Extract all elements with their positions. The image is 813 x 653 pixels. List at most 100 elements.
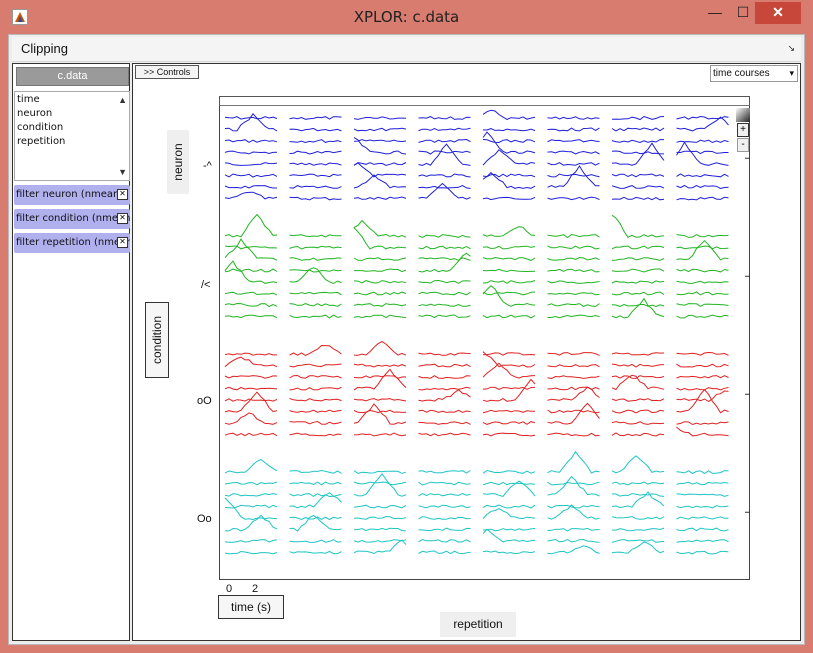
time-course-line <box>353 368 407 391</box>
time-course-line <box>289 173 342 178</box>
time-course-line <box>353 303 407 307</box>
filter-condition[interactable]: filter condition (nmean) ✕ <box>14 209 130 229</box>
remove-filter-icon[interactable]: ✕ <box>117 213 128 224</box>
maximize-icon[interactable]: ☐ <box>736 4 750 20</box>
time-course-line <box>482 409 536 414</box>
time-course-line <box>611 375 665 379</box>
time-course-line <box>418 127 471 132</box>
time-course-line <box>547 280 600 284</box>
zoom-slider-handle[interactable] <box>736 108 750 122</box>
time-course-line <box>676 389 729 414</box>
list-item-neuron[interactable]: neuron <box>17 108 53 119</box>
time-course-line <box>676 184 729 190</box>
scroll-up-icon[interactable]: ▲ <box>118 95 127 105</box>
time-course-line <box>676 141 729 166</box>
menu-clipping[interactable]: Clipping <box>21 41 68 56</box>
time-course-line <box>418 143 471 166</box>
time-course-line <box>289 409 342 413</box>
time-course-line <box>482 421 536 425</box>
close-icon[interactable]: ✕ <box>755 2 801 24</box>
list-item-time[interactable]: time <box>17 94 40 105</box>
time-courses-plot[interactable] <box>219 96 750 580</box>
list-item-repetition[interactable]: repetition <box>17 136 66 147</box>
chevron-down-icon: ▾ <box>789 68 794 78</box>
time-course-line <box>676 493 729 497</box>
neuron-axis-label[interactable]: neuron <box>167 130 189 194</box>
time-course-line <box>482 149 536 166</box>
time-course-line <box>676 516 729 520</box>
time-course-line <box>482 268 536 273</box>
time-course-line <box>289 196 342 201</box>
time-course-line <box>418 352 471 356</box>
time-course-line <box>224 291 278 296</box>
time-course-line <box>418 493 471 497</box>
condition-axis-label[interactable]: condition <box>145 302 169 378</box>
time-course-line <box>676 268 729 273</box>
time-course-line <box>547 527 600 532</box>
time-course-line <box>224 245 278 250</box>
time-course-line <box>676 470 729 475</box>
time-course-line <box>611 257 665 261</box>
time-course-line <box>418 516 471 520</box>
time-course-line <box>611 541 665 554</box>
time-course-line <box>224 481 278 486</box>
time-course-line <box>418 252 471 273</box>
time-course-line <box>289 493 342 498</box>
filter-neuron[interactable]: filter neuron (nmean) ✕ <box>14 185 130 205</box>
time-course-line <box>353 174 407 189</box>
time-course-line <box>418 375 471 379</box>
time-course-line <box>547 375 600 380</box>
time-course-line <box>418 550 471 555</box>
time-course-line <box>611 115 665 121</box>
remove-filter-icon[interactable]: ✕ <box>117 237 128 248</box>
row-tick-label: /< <box>201 279 211 291</box>
time-course-line <box>224 314 278 319</box>
time-course-line <box>676 239 729 261</box>
controls-button[interactable]: >> Controls <box>135 65 199 79</box>
time-course-line <box>418 539 471 543</box>
remove-filter-icon[interactable]: ✕ <box>117 189 128 200</box>
time-course-line <box>289 116 342 120</box>
time-course-line <box>289 363 342 368</box>
time-course-line <box>418 470 471 474</box>
time-course-line <box>676 375 729 379</box>
time-course-line <box>289 257 342 261</box>
time-course-line <box>611 291 665 296</box>
time-course-line <box>547 450 600 474</box>
time-course-line <box>289 514 342 532</box>
time-course-line <box>676 550 729 555</box>
time-course-line <box>482 128 536 132</box>
time-course-line <box>547 196 600 201</box>
data-button[interactable]: c.data <box>16 67 129 86</box>
time-course-line <box>418 409 471 413</box>
minimize-icon[interactable]: — <box>708 4 722 20</box>
zoom-in-button[interactable]: + <box>737 123 749 137</box>
time-course-line <box>547 116 600 120</box>
menu-bar: Clipping ↘ <box>12 37 801 62</box>
display-mode-select[interactable]: time courses ▾ <box>710 65 798 82</box>
time-course-line <box>676 139 729 144</box>
filter-repetition[interactable]: filter repetition (nmean) ✕ <box>14 233 130 253</box>
row-tick-label: Oo <box>197 513 212 525</box>
dimension-listbox[interactable]: time neuron condition repetition ▲ ▼ <box>14 91 130 181</box>
time-course-line <box>224 386 278 391</box>
time-course-line <box>547 303 600 308</box>
time-course-line <box>482 480 536 497</box>
time-course-line <box>547 386 600 401</box>
time-course-line <box>611 527 665 532</box>
filter-condition-label: filter condition (nmean) <box>16 213 130 224</box>
time-course-line <box>482 386 536 391</box>
time-axis-label[interactable]: time (s) <box>218 595 284 619</box>
time-course-line <box>547 475 600 497</box>
time-course-line <box>418 303 471 307</box>
scroll-down-icon[interactable]: ▼ <box>118 167 127 177</box>
main-panel: >> Controls time courses ▾ neuron condit… <box>132 63 801 641</box>
time-course-line <box>353 527 407 532</box>
time-course-line <box>547 127 600 132</box>
x-tick-label: 2 <box>252 583 259 595</box>
list-item-condition[interactable]: condition <box>17 122 64 133</box>
time-course-line <box>676 280 729 284</box>
repetition-axis-label[interactable]: repetition <box>440 612 516 637</box>
zoom-out-button[interactable]: - <box>737 138 749 152</box>
time-course-line <box>353 481 407 486</box>
